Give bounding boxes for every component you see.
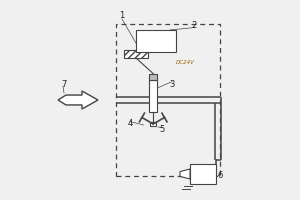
Text: 7: 7 <box>61 80 67 88</box>
Bar <box>124 50 148 58</box>
Text: 4: 4 <box>128 119 133 129</box>
Text: 1: 1 <box>119 11 124 21</box>
Text: 6: 6 <box>217 171 223 180</box>
Bar <box>149 80 158 112</box>
Text: 3: 3 <box>169 80 175 88</box>
Text: DC24V: DC24V <box>176 60 195 64</box>
Polygon shape <box>180 169 190 179</box>
Bar <box>116 24 220 176</box>
Bar <box>150 122 156 126</box>
Text: 2: 2 <box>191 21 196 30</box>
Bar <box>149 74 157 80</box>
Bar <box>136 30 176 52</box>
Text: 5: 5 <box>159 126 165 134</box>
Polygon shape <box>58 91 98 109</box>
Bar <box>190 164 216 184</box>
